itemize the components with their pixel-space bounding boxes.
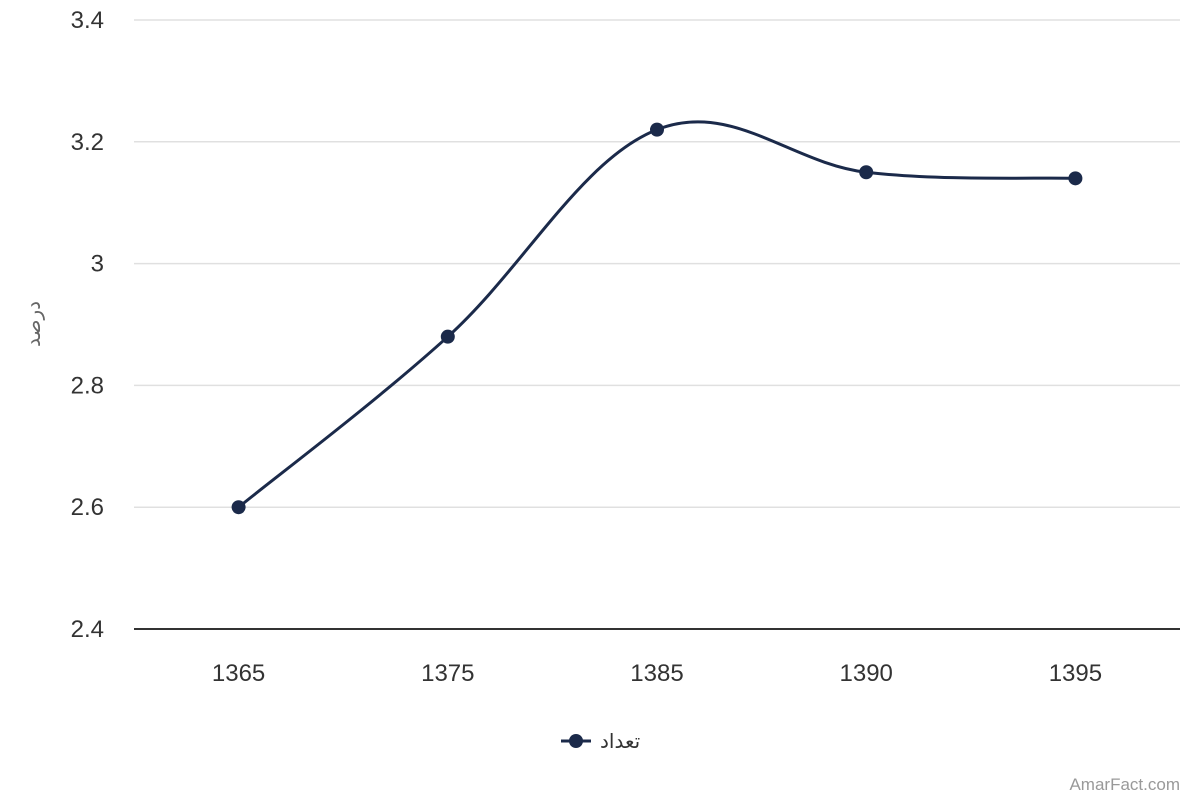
y-tick-label: 3	[91, 251, 104, 278]
x-tick-label: 1390	[840, 660, 893, 687]
series-line	[237, 120, 1076, 509]
legend-label: تعداد	[600, 729, 640, 753]
legend-marker	[569, 734, 583, 748]
y-tick-label: 3.2	[71, 129, 104, 156]
credit-text[interactable]: AmarFact.com	[1069, 775, 1180, 794]
data-point-1395[interactable]	[1068, 171, 1083, 186]
data-point-1390[interactable]	[859, 165, 874, 180]
series-points	[231, 122, 1083, 515]
legend[interactable]: تعداد	[561, 729, 640, 753]
y-tick-label: 2.8	[71, 372, 104, 399]
x-tick-label: 1385	[630, 660, 683, 687]
x-tick-label: 1365	[212, 660, 265, 687]
data-point-1375[interactable]	[440, 329, 455, 344]
y-axis-title: درصد	[21, 301, 45, 347]
data-point-1365[interactable]	[231, 500, 246, 515]
x-tick-label: 1375	[421, 660, 474, 687]
y-tick-label: 2.4	[71, 616, 104, 643]
y-axis-ticks: 2.4 2.6 2.8 3 3.2 3.4	[71, 7, 104, 643]
data-point-1385[interactable]	[650, 122, 664, 137]
x-axis-ticks: 1365 1375 1385 1390 1395	[212, 660, 1102, 687]
y-tick-label: 3.4	[71, 7, 104, 34]
y-tick-label: 2.6	[71, 494, 104, 521]
gridlines	[134, 19, 1180, 508]
x-tick-label: 1395	[1049, 660, 1102, 687]
